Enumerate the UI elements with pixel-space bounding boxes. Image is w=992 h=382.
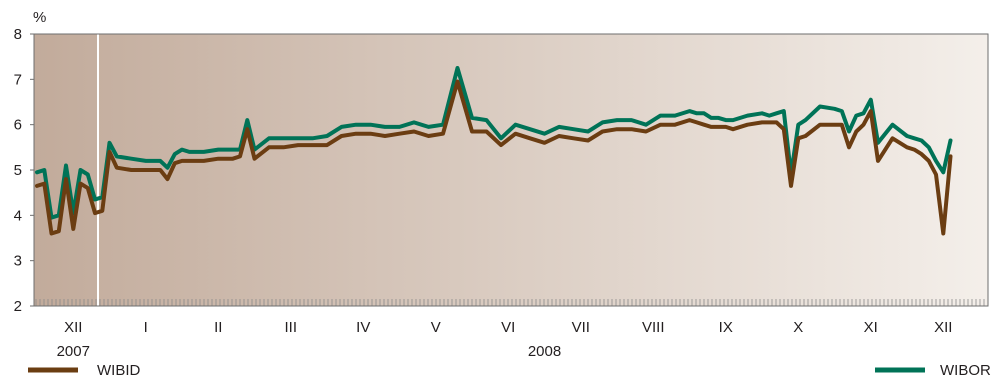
y-axis-ticks: 2 3 4 5 6 7 8	[14, 26, 34, 315]
y-tick-label: 2	[14, 298, 22, 315]
x-tick-label: IV	[356, 319, 370, 336]
legend-label-wibor: WIBOR	[940, 362, 991, 379]
x-tick-label: X	[793, 319, 803, 336]
x-tick-label: III	[284, 319, 297, 336]
x-axis-minor-ticks	[35, 299, 985, 306]
x-tick-label: XII	[64, 319, 82, 336]
x-tick-label: I	[144, 319, 148, 336]
x-tick-label: XI	[864, 319, 878, 336]
x-tick-label: XII	[934, 319, 952, 336]
x-tick-label: VI	[501, 319, 515, 336]
series-line-wibid	[35, 79, 953, 236]
y-tick-label: 5	[14, 162, 22, 179]
x-tick-label: VIII	[642, 319, 665, 336]
y-tick-label: 8	[14, 26, 22, 43]
x-year-label: 2007	[57, 343, 90, 360]
x-axis-month-labels: XII I II III IV V VI VII VIII IX X XI XII	[64, 319, 952, 336]
x-tick-label: IX	[719, 319, 733, 336]
y-tick-label: 6	[14, 117, 22, 134]
series-layer	[35, 66, 953, 236]
y-tick-label: 4	[14, 207, 22, 224]
x-tick-label: V	[431, 319, 441, 336]
x-year-label: 2008	[528, 343, 561, 360]
plot-background	[34, 34, 988, 306]
x-axis-year-labels: 2007 2008	[57, 343, 562, 360]
x-tick-label: II	[214, 319, 222, 336]
y-tick-label: 7	[14, 71, 22, 88]
x-tick-label: VII	[572, 319, 590, 336]
legend-label-wibid: WIBID	[97, 362, 140, 379]
y-axis-unit-label: %	[33, 9, 46, 26]
plot-frame	[33, 33, 989, 307]
series-line-wibor	[35, 66, 953, 220]
legend: WIBID WIBOR	[28, 362, 991, 379]
y-tick-label: 3	[14, 253, 22, 270]
